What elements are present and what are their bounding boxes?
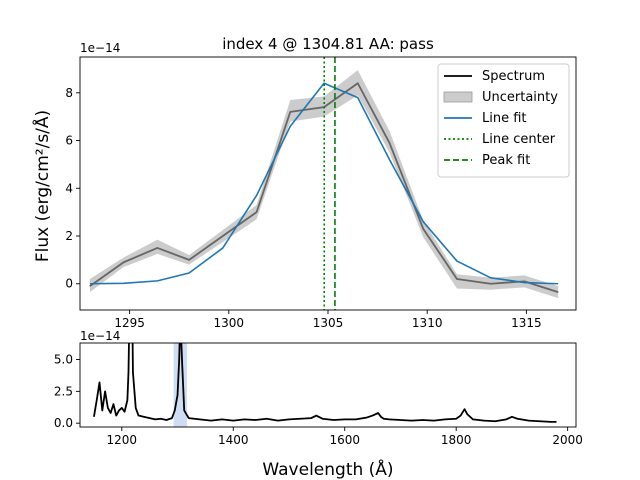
top-y-tick-label: 8 [65, 86, 73, 100]
legend-label-line-fit: Line fit [482, 111, 527, 126]
bottom-axes-frame [79, 342, 577, 428]
top-y-tick-label: 4 [65, 181, 73, 195]
top-series-line-fit-line [89, 82, 559, 285]
legend: Spectrum Uncertainty Line fit Line center Pe… [437, 63, 570, 178]
bottom-highlight-region [173, 343, 188, 427]
top-x-tick-label: 1310 [412, 316, 443, 330]
bottom-x-tick-label: 2000 [552, 433, 583, 447]
bottom-offset-text: 1e−14 [80, 329, 120, 343]
bottom-x-tick-label: 1200 [107, 433, 138, 447]
top-y-tick-label: 2 [65, 229, 73, 243]
bottom-y-tick-label: 2.5 [54, 384, 73, 398]
legend-label-spectrum: Spectrum [482, 69, 545, 84]
bottom-x-tick-label: 1400 [218, 433, 249, 447]
top-x-tick-label: 1300 [214, 316, 245, 330]
top-x-tick-label: 1315 [511, 316, 542, 330]
bottom-y-tick-label: 5.0 [54, 353, 73, 367]
top-x-tick-label: 1295 [114, 316, 145, 330]
top-offset-text: 1e−14 [80, 41, 120, 55]
legend-label-peak-fit: Peak fit [482, 153, 530, 168]
bottom-plot-area: 1200 1400 1600 1800 2000 0.0 2.5 5.0 [54, 342, 583, 447]
bottom-y-tick-label: 0.0 [54, 416, 73, 430]
top-plot-clip [89, 57, 559, 310]
bottom-plot-clip [93, 343, 557, 427]
bottom-x-tick-label: 1600 [329, 433, 360, 447]
legend-label-uncertainty: Uncertainty [482, 90, 558, 105]
top-plot-area: 1295 1300 1305 1310 1315 0 2 4 6 8 [65, 56, 577, 330]
x-axis-label: Wavelength (Å) [262, 458, 393, 480]
legend-label-line-center: Line center [482, 132, 556, 147]
top-y-tick-label: 6 [65, 134, 73, 148]
y-axis-label: Flux (erg/cm²/s/Å) [31, 110, 53, 262]
top-y-tick-label: 0 [65, 277, 73, 291]
top-x-tick-label: 1305 [313, 316, 344, 330]
legend-swatch-uncertainty [443, 91, 473, 103]
bottom-series-spectrum-line [93, 343, 557, 423]
chart-title: index 4 @ 1304.81 AA: pass [222, 35, 434, 53]
bottom-x-tick-label: 1800 [441, 433, 472, 447]
